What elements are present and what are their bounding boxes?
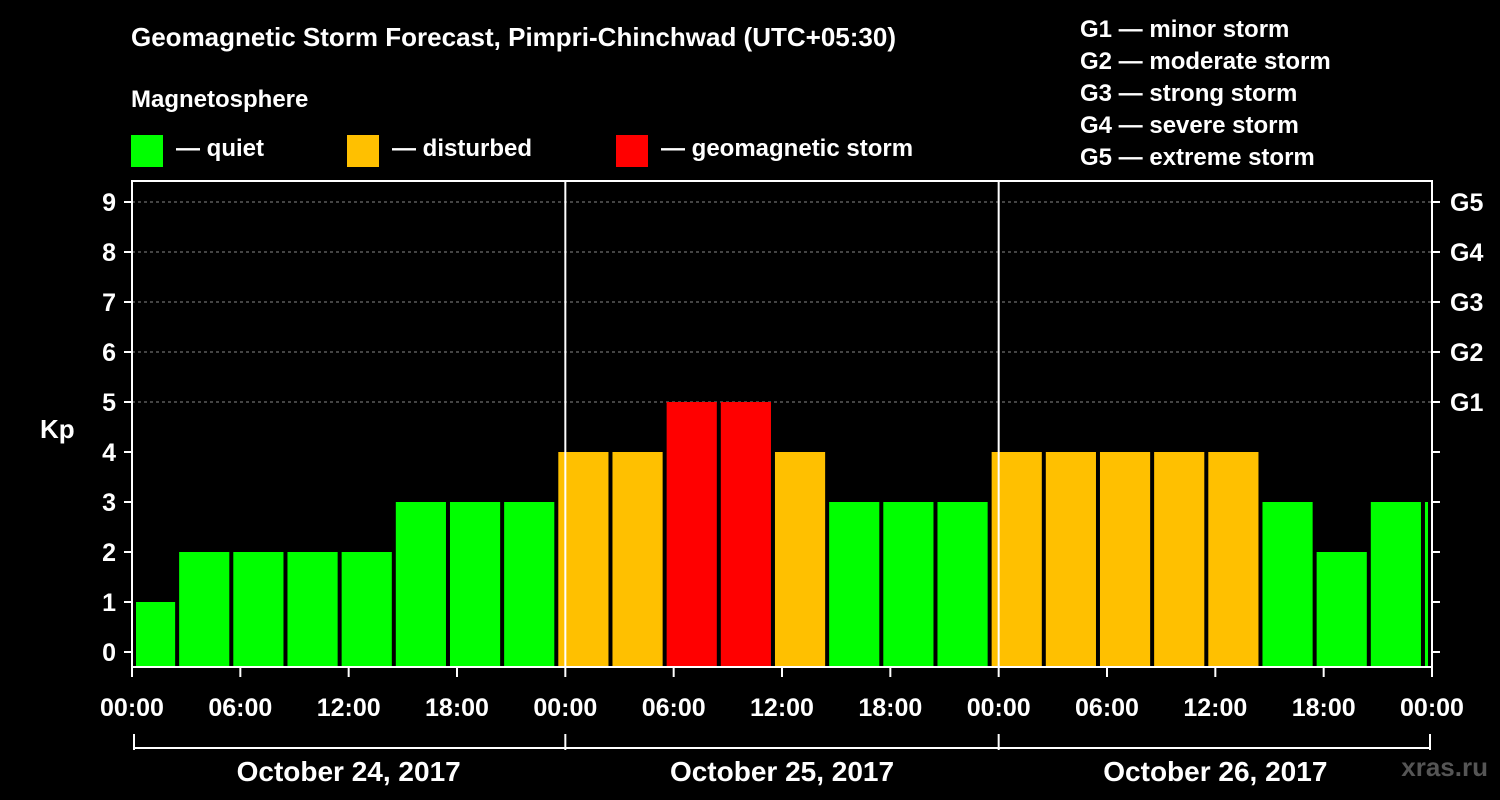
- kp-bar: [774, 452, 826, 667]
- legend-heading: Magnetosphere: [131, 86, 309, 113]
- g-level-label: G5: [1450, 189, 1483, 217]
- kp-bar: [1262, 502, 1313, 667]
- day-label: October 26, 2017: [1103, 756, 1327, 787]
- y-tick-label: 0: [102, 639, 116, 667]
- y-axis-label: Kp: [40, 414, 75, 444]
- kp-bar: [179, 552, 230, 667]
- g-scale-g1: G1 — minor storm: [1080, 16, 1290, 43]
- legend-swatch-storm: [616, 135, 648, 167]
- kp-bar: [504, 502, 555, 667]
- kp-bar: [1154, 452, 1205, 667]
- day-label: October 25, 2017: [670, 756, 894, 787]
- x-tick-label: 00:00: [533, 694, 597, 722]
- kp-bar: [1099, 452, 1151, 667]
- x-tick-label: 00:00: [967, 694, 1031, 722]
- g-level-label: G2: [1450, 339, 1483, 367]
- x-tick-label: 00:00: [1400, 694, 1464, 722]
- kp-bar: [991, 452, 1042, 667]
- y-tick-label: 9: [102, 189, 116, 217]
- y-tick-label: 7: [102, 289, 116, 317]
- x-tick-label: 18:00: [425, 694, 489, 722]
- kp-bar: [1208, 452, 1259, 667]
- g-scale-g4: G4 — severe storm: [1080, 112, 1299, 139]
- y-tick-label: 6: [102, 339, 116, 367]
- x-tick-label: 12:00: [750, 694, 814, 722]
- x-tick-label: 12:00: [317, 694, 381, 722]
- x-tick-label: 06:00: [1075, 694, 1139, 722]
- legend-label-storm: — geomagnetic storm: [661, 135, 914, 162]
- x-tick-label: 06:00: [642, 694, 706, 722]
- x-tick-label: 06:00: [208, 694, 272, 722]
- y-tick-label: 5: [102, 389, 116, 417]
- kp-bar: [829, 502, 880, 667]
- kp-bar: [720, 402, 771, 667]
- g-scale-g3: G3 — strong storm: [1080, 80, 1298, 107]
- kp-bar: [937, 502, 988, 667]
- bar-series: [136, 402, 1428, 667]
- legend-swatch-disturbed: [347, 135, 379, 167]
- x-tick-label: 18:00: [858, 694, 922, 722]
- g-level-label: G4: [1450, 239, 1483, 267]
- y-tick-label: 1: [102, 589, 116, 617]
- kp-bar: [883, 502, 934, 667]
- kp-bar: [1045, 452, 1096, 667]
- g-scale-g2: G2 — moderate storm: [1080, 48, 1331, 75]
- kp-bar: [341, 552, 392, 667]
- g-scale-g5: G5 — extreme storm: [1080, 144, 1315, 171]
- x-tick-label: 18:00: [1292, 694, 1356, 722]
- x-tick-label: 00:00: [100, 694, 164, 722]
- chart-title: Geomagnetic Storm Forecast, Pimpri-Chinc…: [131, 22, 896, 52]
- kp-bar: [287, 552, 338, 667]
- axis-labels: 0 1 2 3 4 5 6 7 8 9 Kp G1 G2 G3 G4 G5 00:00 06:00 12:00 18:…: [40, 189, 1483, 787]
- kp-bar: [1424, 502, 1428, 667]
- kp-bar: [666, 402, 717, 667]
- grid-lines: [132, 201, 1432, 403]
- g-level-label: G1: [1450, 389, 1483, 417]
- legend-swatch-quiet: [131, 135, 163, 167]
- y-tick-label: 4: [102, 439, 116, 467]
- kp-bar: [612, 452, 663, 667]
- y-tick-label: 2: [102, 539, 116, 567]
- kp-bar: [136, 602, 176, 667]
- kp-bar: [1370, 502, 1421, 667]
- day-label: October 24, 2017: [237, 756, 461, 787]
- g-level-label: G3: [1450, 289, 1483, 317]
- y-tick-label: 8: [102, 239, 116, 267]
- legend-label-quiet: — quiet: [176, 135, 264, 162]
- kp-bar: [395, 502, 446, 667]
- kp-bar: [233, 552, 284, 667]
- kp-bar: [449, 502, 501, 667]
- kp-bar: [1316, 552, 1367, 667]
- kp-bar: [558, 452, 609, 667]
- watermark: xras.ru: [1401, 752, 1488, 782]
- legend-label-disturbed: — disturbed: [392, 135, 533, 162]
- y-tick-label: 3: [102, 489, 116, 517]
- x-tick-label: 12:00: [1183, 694, 1247, 722]
